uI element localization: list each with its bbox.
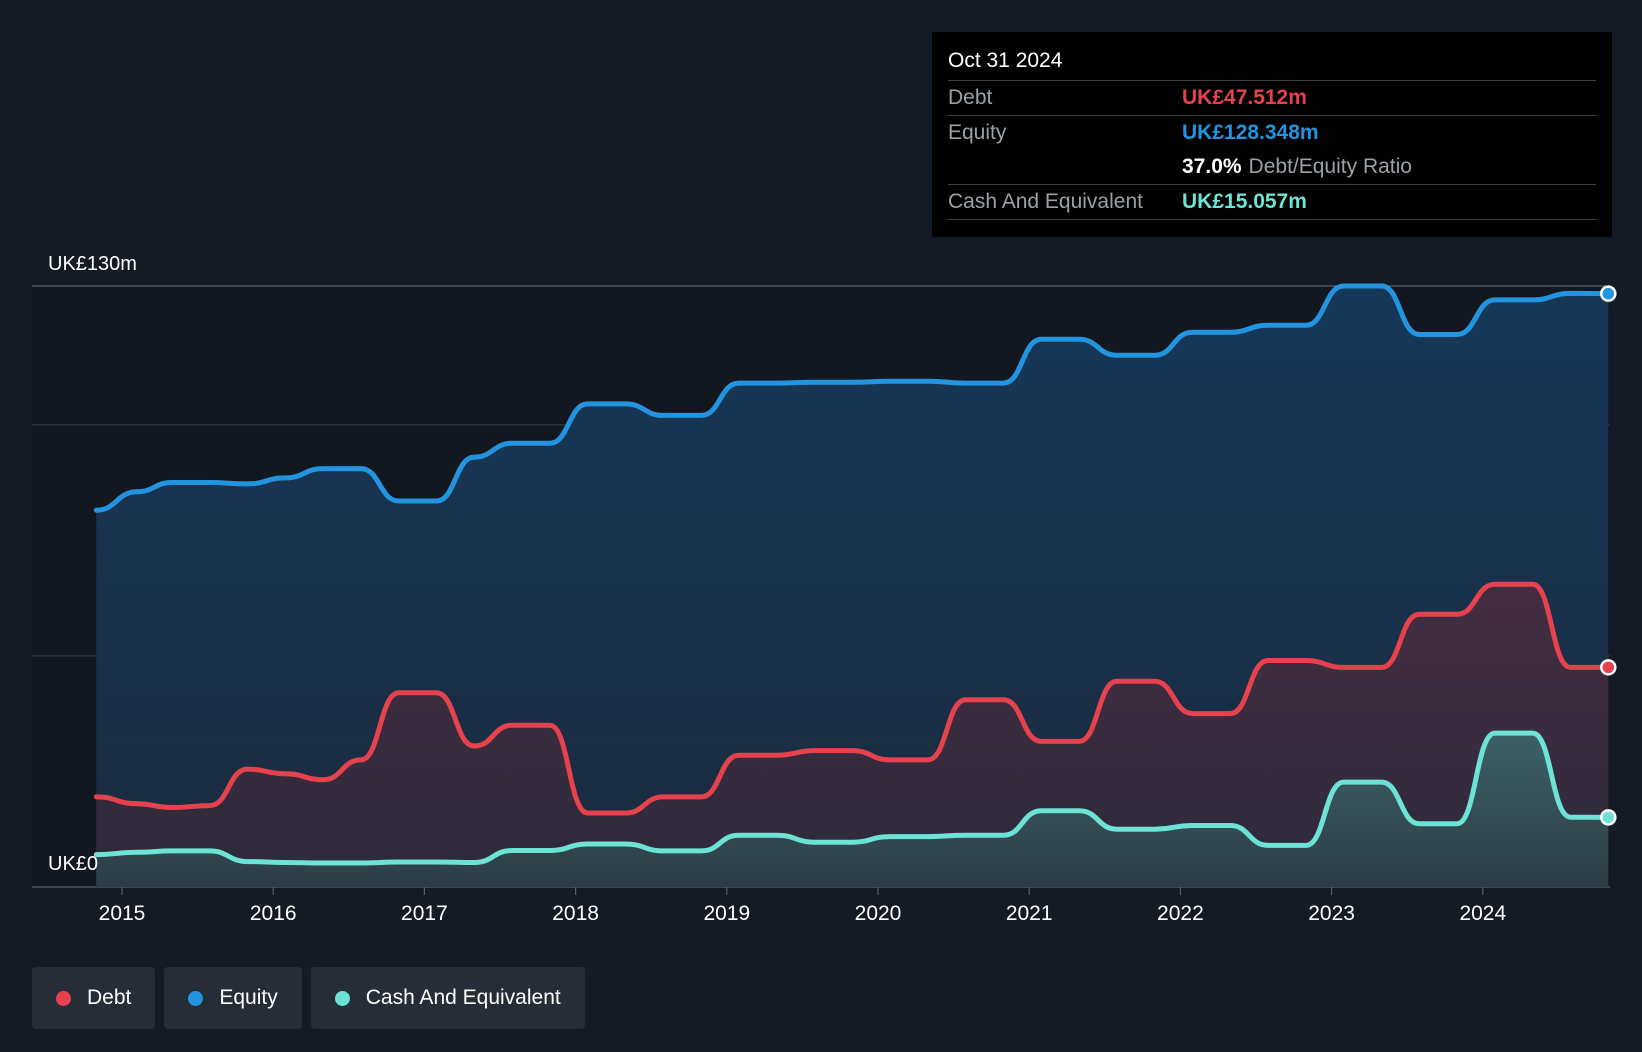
- x-tick-label: 2022: [1157, 902, 1204, 925]
- chart-legend: Debt Equity Cash And Equivalent: [32, 967, 585, 1029]
- x-tick-label: 2020: [855, 902, 902, 925]
- debt-line: [93, 581, 1611, 816]
- y-tick-label-top: UK£130m: [48, 253, 137, 275]
- tooltip-equity-label: Equity: [948, 121, 1007, 144]
- equity-line: [93, 283, 1611, 513]
- x-tick-label: 2016: [250, 902, 297, 925]
- legend-label-equity: Equity: [219, 986, 278, 1009]
- x-tick-label: 2019: [703, 902, 750, 925]
- tooltip-cash-value: UK£15.057m: [1182, 190, 1307, 213]
- legend-dot-cash-icon: [334, 990, 350, 1006]
- legend-dot-equity-icon: [188, 990, 204, 1006]
- legend-label-cash: Cash And Equivalent: [365, 986, 561, 1009]
- tooltip-debt-value: UK£47.512m: [1182, 86, 1307, 109]
- legend-item-debt[interactable]: Debt: [32, 967, 156, 1029]
- x-tick-label: 2015: [99, 902, 146, 925]
- tooltip-row-debt: Debt UK£47.512m: [948, 80, 1596, 115]
- hover-tooltip: Oct 31 2024 Debt UK£47.512m Equity UK£12…: [932, 32, 1612, 237]
- debt-area: [96, 584, 1609, 887]
- legend-item-equity[interactable]: Equity: [164, 967, 302, 1029]
- cash-last-point[interactable]: [1600, 809, 1617, 826]
- cash-area: [96, 733, 1609, 887]
- y-tick-label-bottom: UK£0: [48, 853, 98, 875]
- legend-item-cash[interactable]: Cash And Equivalent: [310, 967, 585, 1029]
- tooltip-row-cash: Cash And Equivalent UK£15.057m: [948, 184, 1596, 220]
- x-tick-label: 2017: [401, 902, 448, 925]
- x-tick-label: 2021: [1006, 902, 1053, 925]
- tooltip-ratio-label: Debt/Equity Ratio: [1248, 155, 1412, 178]
- tooltip-date: Oct 31 2024: [948, 49, 1063, 72]
- tooltip-cash-label: Cash And Equivalent: [948, 190, 1143, 213]
- tooltip-equity-value: UK£128.348m: [1182, 121, 1319, 144]
- x-tick-label: 2018: [552, 902, 599, 925]
- legend-label-debt: Debt: [87, 986, 132, 1009]
- debt-last-point[interactable]: [1600, 659, 1617, 676]
- legend-dot-debt-icon: [56, 990, 71, 1006]
- x-tick-label: 2024: [1459, 902, 1506, 925]
- x-tick-label: 2023: [1308, 902, 1355, 925]
- tooltip-row-equity: Equity UK£128.348m: [948, 115, 1596, 150]
- equity-last-point[interactable]: [1600, 285, 1617, 302]
- tooltip-debt-label: Debt: [948, 86, 993, 109]
- tooltip-row-ratio: 37.0% Debt/Equity Ratio: [948, 150, 1596, 184]
- cash-line: [93, 730, 1611, 866]
- tooltip-ratio-value: 37.0%: [1182, 155, 1242, 178]
